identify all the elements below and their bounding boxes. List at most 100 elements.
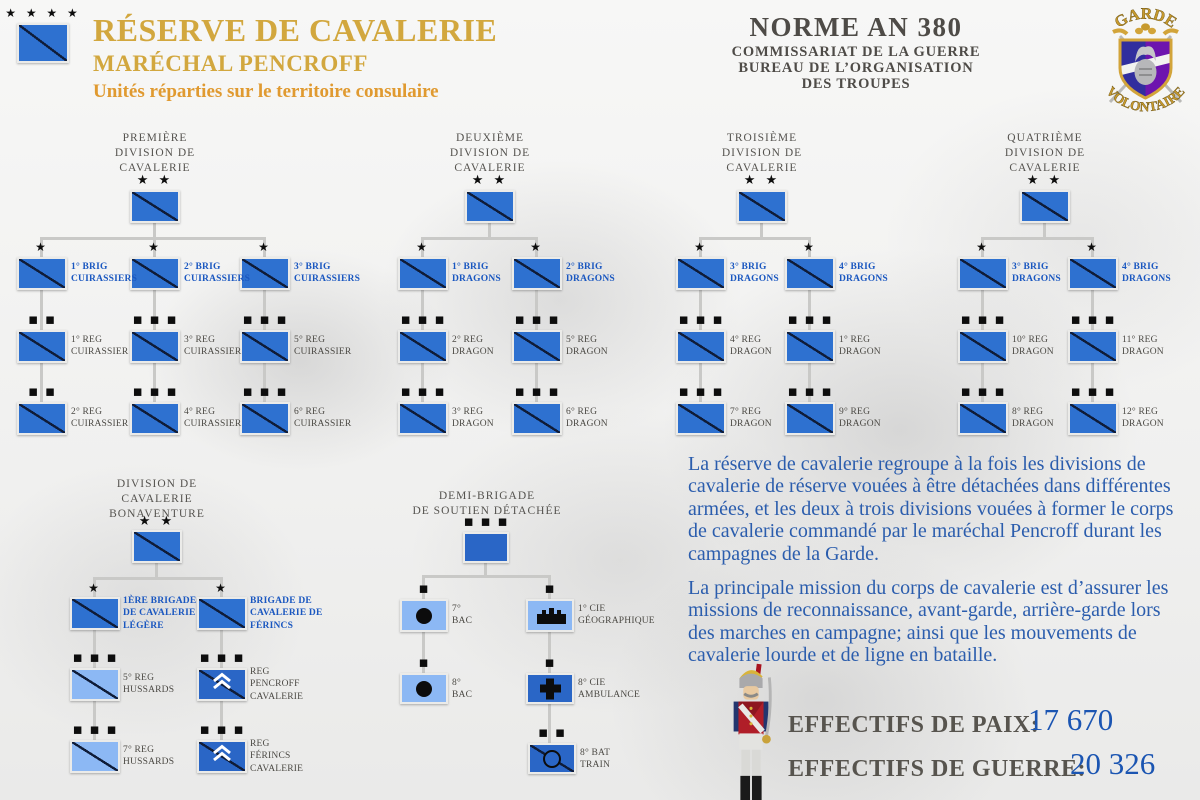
regiment-box [1068,402,1118,435]
regiment-dots: ▪ ▪ ▪ [678,310,724,328]
brigade-box [197,597,247,630]
regiment-box [398,330,448,363]
unit-dots: ▪ [544,653,556,671]
brigade-star: ★ [694,240,708,254]
connector [93,577,223,580]
regiment-dots: ▪ ▪ ▪ [132,310,178,328]
div4-title: QUATRIÈME DIVISION DE CAVALERIE [1004,132,1086,175]
unit-box-geographique [526,599,574,632]
regiment-label: 12° REG DRAGON [1122,407,1164,430]
div2-stars: ★ ★ [471,173,509,188]
brigade-box [785,257,835,290]
unit-label: 8° BAC [452,678,473,701]
div4-hq-box [1020,190,1070,223]
connector [1091,237,1094,257]
regiment-label: 2° REG CUIRASSIER [71,407,129,430]
brigade-box [240,257,290,290]
brigade-box [130,257,180,290]
brigade-label: BRIGADE DE CAVALERIE DE FÉRINCS [250,596,323,631]
connector [699,237,811,240]
regiment-dots: ▪ ▪ ▪ [787,382,833,400]
regiment-label: 1° REG DRAGON [839,335,881,358]
regiment-box [17,330,67,363]
connector [263,237,266,257]
regiment-label: 3° REG DRAGON [452,407,494,430]
regiment-dots: ▪ ▪ ▪ [242,382,288,400]
regiment-box [958,330,1008,363]
bonaventure-stars: ★ ★ [138,514,176,529]
regiment-box [958,402,1008,435]
regiment-label: REG FÉRINCS CAVALERIE [250,739,304,774]
page-title: RÉSERVE DE CAVALERIE [93,12,498,48]
unit-label: 8° CIE AMBULANCE [578,678,640,701]
regiment-label: 4° REG CUIRASSIER [184,407,242,430]
unit-box-train [528,743,576,774]
regiment-box [1068,330,1118,363]
regiment-label: 4° REG DRAGON [730,335,772,358]
brigade-box [398,257,448,290]
unit-label: 8° BAT TRAIN [580,748,611,771]
connector [981,237,1094,240]
brigade-label: 1° BRIG DRAGONS [452,262,501,285]
brigade-star: ★ [416,240,430,254]
regiment-dots: ▪ ▪ ▪ [514,310,560,328]
brigade-box [958,257,1008,290]
regiment-dots: ▪ ▪ ▪ [960,310,1006,328]
connector [699,237,702,257]
brigade-star: ★ [976,240,990,254]
connector [548,575,551,599]
regiment-box [785,330,835,363]
double-chevron-icon [213,672,231,690]
regiment-label: 5° REG DRAGON [566,335,608,358]
unit-dots: ▪ [418,579,430,597]
connector [153,223,156,237]
regiment-box [512,402,562,435]
medical-cross-icon [539,678,561,699]
connector [981,237,984,257]
connector [93,577,96,597]
div1-title: PREMIÈRE DIVISION DE CAVALERIE [114,132,196,175]
regiment-dots: ▪ ▪ ▪ [678,382,724,400]
fort-icon [537,608,566,624]
brigade-box [676,257,726,290]
effectifs-guerre-label: EFFECTIFS DE GUERRE: [788,756,1087,782]
bonaventure-title: DIVISION DE CAVALERIE BONAVENTURE [109,478,205,521]
brigade-label: 3° BRIG DRAGONS [1012,262,1061,285]
regiment-box-ferincs [197,740,247,773]
unit-box-ambulance [526,673,574,704]
regiment-label: 2° REG DRAGON [452,335,494,358]
connector [421,237,424,257]
div2-title: DEUXIÈME DIVISION DE CAVALERIE [449,132,531,175]
regiment-dots: ▪ ▪ ▪ [72,720,118,738]
connector [535,237,538,257]
regiment-label: 1° REG CUIRASSIER [71,335,129,358]
regiment-dots: ▪ ▪ [27,382,57,400]
regiment-label: 11° REG DRAGON [1122,335,1164,358]
div3-title: TROISIÈME DIVISION DE CAVALERIE [721,132,803,175]
regiment-dots: ▪ ▪ ▪ [242,310,288,328]
connector [488,223,491,237]
regiment-label: REG PENCROFF CAVALERIE [250,667,304,702]
regiment-box [676,330,726,363]
norme-title: NORME AN 380 [749,12,963,42]
brigade-label: 2° BRIG DRAGONS [566,262,615,285]
unit-label: 1° CIE GÉOGRAPHIQUE [578,604,655,627]
ferry-circle-icon [416,607,432,624]
brigade-star: ★ [35,240,49,254]
brigade-label: 4° BRIG DRAGONS [839,262,888,285]
bonaventure-hq-box [132,530,182,563]
brigade-star: ★ [215,581,229,595]
corps-flag-stars: ★ ★ ★ ★ [5,6,81,20]
regiment-label: 9° REG DRAGON [839,407,881,430]
regiment-label: 3° REG CUIRASSIER [184,335,242,358]
soutien-title: DEMI-BRIGADE DE SOUTIEN DÉTACHÉE [412,490,562,518]
brigade-star: ★ [148,240,162,254]
brigade-label: 1° BRIG CUIRASSIERS [71,262,138,285]
regiment-dots: ▪ ▪ ▪ [400,382,446,400]
brigade-star: ★ [530,240,544,254]
regiment-dots: ▪ ▪ ▪ [199,648,245,666]
regiment-box [130,330,180,363]
regiment-box-hussards [70,740,120,773]
connector [422,632,425,673]
